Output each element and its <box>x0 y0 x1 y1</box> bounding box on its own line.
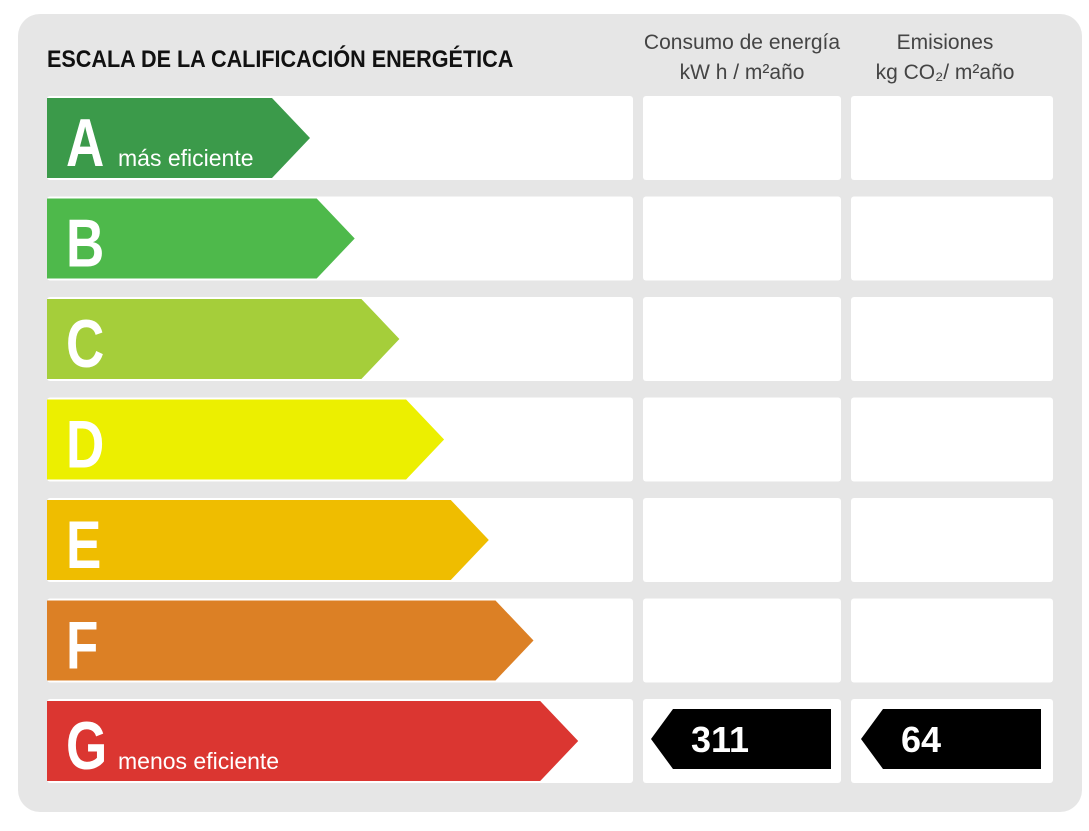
result-value: 64 <box>901 719 941 760</box>
rating-arrow <box>47 600 534 681</box>
emission-cell <box>851 498 1053 582</box>
rating-arrow <box>47 701 579 781</box>
rating-letter: A <box>66 105 104 181</box>
energy-cell <box>643 297 841 381</box>
rating-letter: D <box>66 406 104 482</box>
rating-arrow <box>47 299 400 379</box>
column-unit: kg CO₂/ m²año <box>876 61 1015 84</box>
energy-cell <box>643 196 841 281</box>
emission-cell <box>851 96 1053 180</box>
rating-letter: C <box>66 306 104 382</box>
column-heading: Consumo de energía <box>644 31 840 54</box>
rating-label: más eficiente <box>118 145 254 171</box>
result-marker <box>861 709 1041 769</box>
emission-cell <box>851 297 1053 381</box>
title: ESCALA DE LA CALIFICACIÓN ENERGÉTICA <box>47 45 513 72</box>
emission-cell <box>851 196 1053 281</box>
rating-arrow <box>47 500 489 580</box>
energy-cell <box>643 397 841 482</box>
rating-letter: E <box>66 507 101 583</box>
rating-arrow <box>47 399 445 480</box>
rating-arrow <box>47 198 355 279</box>
energy-cell <box>643 498 841 582</box>
result-value: 311 <box>691 719 749 760</box>
emission-cell <box>851 397 1053 482</box>
energy-cell <box>643 598 841 683</box>
rating-arrow <box>47 98 310 178</box>
column-unit: kW h / m²año <box>680 61 805 84</box>
emission-cell <box>851 598 1053 683</box>
rating-letter: B <box>66 205 104 281</box>
rating-label: menos eficiente <box>118 748 279 774</box>
result-marker <box>651 709 831 769</box>
rating-letter: F <box>66 607 98 683</box>
energy-cell <box>643 96 841 180</box>
column-heading: Emisiones <box>897 31 994 54</box>
rating-letter: G <box>66 708 107 784</box>
